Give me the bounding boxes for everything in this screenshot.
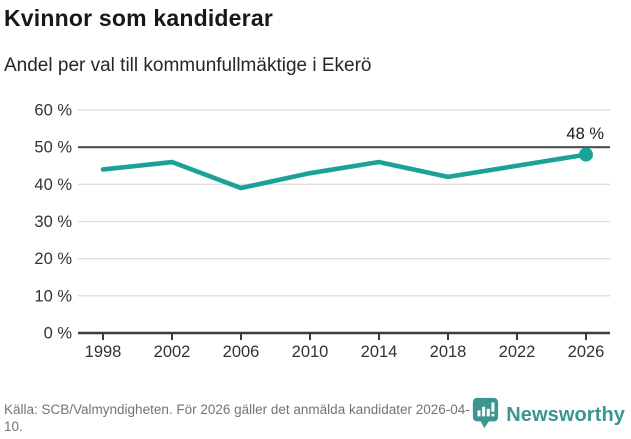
x-tick-label: 2018 [430, 343, 467, 361]
end-value-annotation: 48 % [566, 125, 604, 143]
y-tick-label: 0 % [44, 325, 73, 343]
x-tick-label: 2002 [154, 343, 191, 361]
y-tick-label: 60 % [34, 102, 72, 120]
y-tick-label: 10 % [34, 287, 72, 305]
page-title: Kvinnor som kandiderar [4, 5, 273, 31]
footer: Källa: SCB/Valmyndigheten. För 2026 gäll… [4, 395, 625, 436]
y-tick-label: 50 % [34, 139, 72, 157]
line-chart-area: 0 % 10 % 20 % 30 % 40 % 50 % 60 % 1998 2002 2006 2… [0, 95, 631, 380]
x-tick-label: 2010 [292, 343, 329, 361]
x-tick-label: 2014 [361, 343, 398, 361]
x-tick-label: 1998 [85, 343, 122, 361]
chart-subtitle: Andel per val till kommunfullmäktige i E… [4, 55, 372, 76]
newsworthy-icon [472, 397, 499, 434]
x-tick-label: 2022 [499, 343, 536, 361]
brand-logo: Newsworthy [472, 395, 625, 434]
x-tick-label: 2006 [223, 343, 260, 361]
brand-name: Newsworthy [506, 403, 625, 426]
x-tick-label: 2026 [568, 343, 605, 361]
y-tick-label: 30 % [34, 213, 72, 231]
data-line [100, 152, 589, 191]
end-point-marker [579, 147, 593, 162]
line-chart: 0 % 10 % 20 % 30 % 40 % 50 % 60 % 1998 2002 2006 2… [34, 102, 610, 361]
y-tick-label: 20 % [34, 250, 72, 268]
y-tick-label: 40 % [34, 176, 72, 194]
source-note: Källa: SCB/Valmyndigheten. För 2026 gäll… [4, 401, 470, 435]
